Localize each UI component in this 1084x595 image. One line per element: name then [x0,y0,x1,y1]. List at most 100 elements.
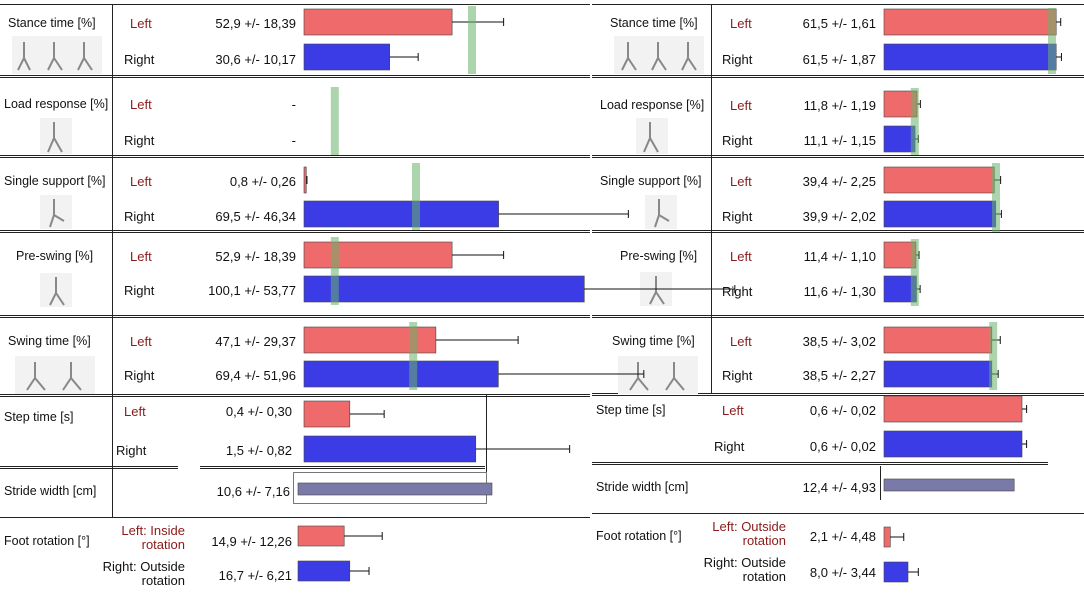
side-label-left: Left [730,16,752,31]
bar-left [883,241,917,269]
row-label: Swing time [%] [612,334,695,348]
value-label: 39,4 +/- 2,25 [802,174,876,189]
row-label: Pre-swing [%] [620,249,698,263]
value-label: - [291,133,296,148]
side-label-left: Left [730,334,752,349]
bar-left [303,241,453,269]
side-label-right: Right [116,443,147,458]
value-label: 61,5 +/- 1,87 [802,52,876,67]
bar-left [303,326,437,354]
row-label: Single support [%] [600,174,702,188]
side-label-right: Right [124,133,155,148]
side-label-right: Right: Outside rotation [703,555,786,584]
normal-range-band [330,237,339,305]
row-label: Step time [s] [596,403,666,417]
value-label: 69,4 +/- 51,96 [215,368,296,383]
side-label-right: Right [722,284,753,299]
side-label-left: Left [130,249,152,264]
swing-figure-icon [618,356,698,394]
normal-range-band [330,87,339,155]
divider [880,466,881,500]
single-support-figure-icon [40,195,72,229]
divider [0,517,590,518]
divider [0,315,590,318]
bar-right [883,200,997,228]
divider [112,4,113,517]
value-label: 47,1 +/- 29,37 [215,334,296,349]
value-label: 14,9 +/- 12,26 [211,534,292,549]
divider [592,315,1084,318]
side-label-left: Left [730,174,752,189]
normal-range-band [409,322,418,390]
side-label-right: Right [124,368,155,383]
value-label: 61,5 +/- 1,61 [802,16,876,31]
bar-left [883,8,1057,36]
bar-left [303,8,453,36]
divider [0,230,590,233]
bar-right [883,125,916,153]
normal-range-band [1048,8,1056,74]
row-label: Swing time [%] [8,334,91,348]
value-label: 52,9 +/- 18,39 [215,249,296,264]
normal-range-band [910,88,919,155]
pre-swing-figure-icon [640,272,672,306]
side-label-left: Left [722,403,744,418]
bar-left [883,90,918,118]
bar-right [883,430,1023,458]
value-label: 69,5 +/- 46,34 [215,209,296,224]
value-label: 11,8 +/- 1,19 [803,98,876,113]
bar-right [883,561,909,583]
bar-right [303,200,499,228]
row-label: Foot rotation [°] [4,534,90,548]
side-label-right: Right [722,52,753,67]
divider [0,155,590,158]
row-label: Step time [s] [4,410,74,424]
side-label-right: Right: Outside rotation [102,559,185,588]
row-label: Single support [%] [4,174,106,188]
single-support-figure-icon [645,195,677,229]
divider [592,513,1084,514]
value-label: 52,9 +/- 18,39 [215,16,296,31]
bar-left [883,395,1023,423]
divider [711,4,712,393]
value-label: 100,1 +/- 53,77 [208,283,296,298]
divider [592,75,1084,78]
divider [592,462,1048,465]
side-label-left: Left [130,334,152,349]
divider [0,75,590,78]
normal-range-band [989,322,998,390]
swing-figure-icon [15,356,95,394]
side-label-left: Left [124,404,146,419]
row-label: Load response [%] [600,98,705,112]
value-label: 10,6 +/- 7,16 [216,484,290,499]
side-label-left: Left [730,249,752,264]
value-label: 0,6 +/- 0,02 [809,403,876,418]
divider [200,466,485,469]
side-label-right: Right [714,439,745,454]
value-label: 30,6 +/- 10,17 [215,52,296,67]
row-label: Foot rotation [°] [596,529,682,543]
value-label: 11,4 +/- 1,10 [803,249,876,264]
value-label: - [291,97,296,112]
bar-right [303,360,499,388]
bar-left [303,166,307,194]
value-label: 8,0 +/- 3,44 [809,565,876,580]
divider [592,4,1084,5]
row-label: Load response [%] [4,97,109,111]
bar-left [297,525,345,547]
bar-right [303,275,585,303]
stance-figure-icon [614,36,704,74]
bar-right [883,360,993,388]
value-label: 16,7 +/- 6,21 [218,568,292,583]
load-response-figure-icon [40,118,72,154]
row-label: Stride width [cm] [4,484,97,498]
value-label: 38,5 +/- 3,02 [802,334,876,349]
bar-right [303,43,390,71]
side-label-left: Left [130,174,152,189]
value-label: 0,6 +/- 0,02 [809,439,876,454]
pre-swing-figure-icon [40,273,72,307]
divider [592,230,1084,233]
row-label: Stride width [cm] [596,480,689,494]
value-label: 0,8 +/- 0,26 [229,174,296,189]
